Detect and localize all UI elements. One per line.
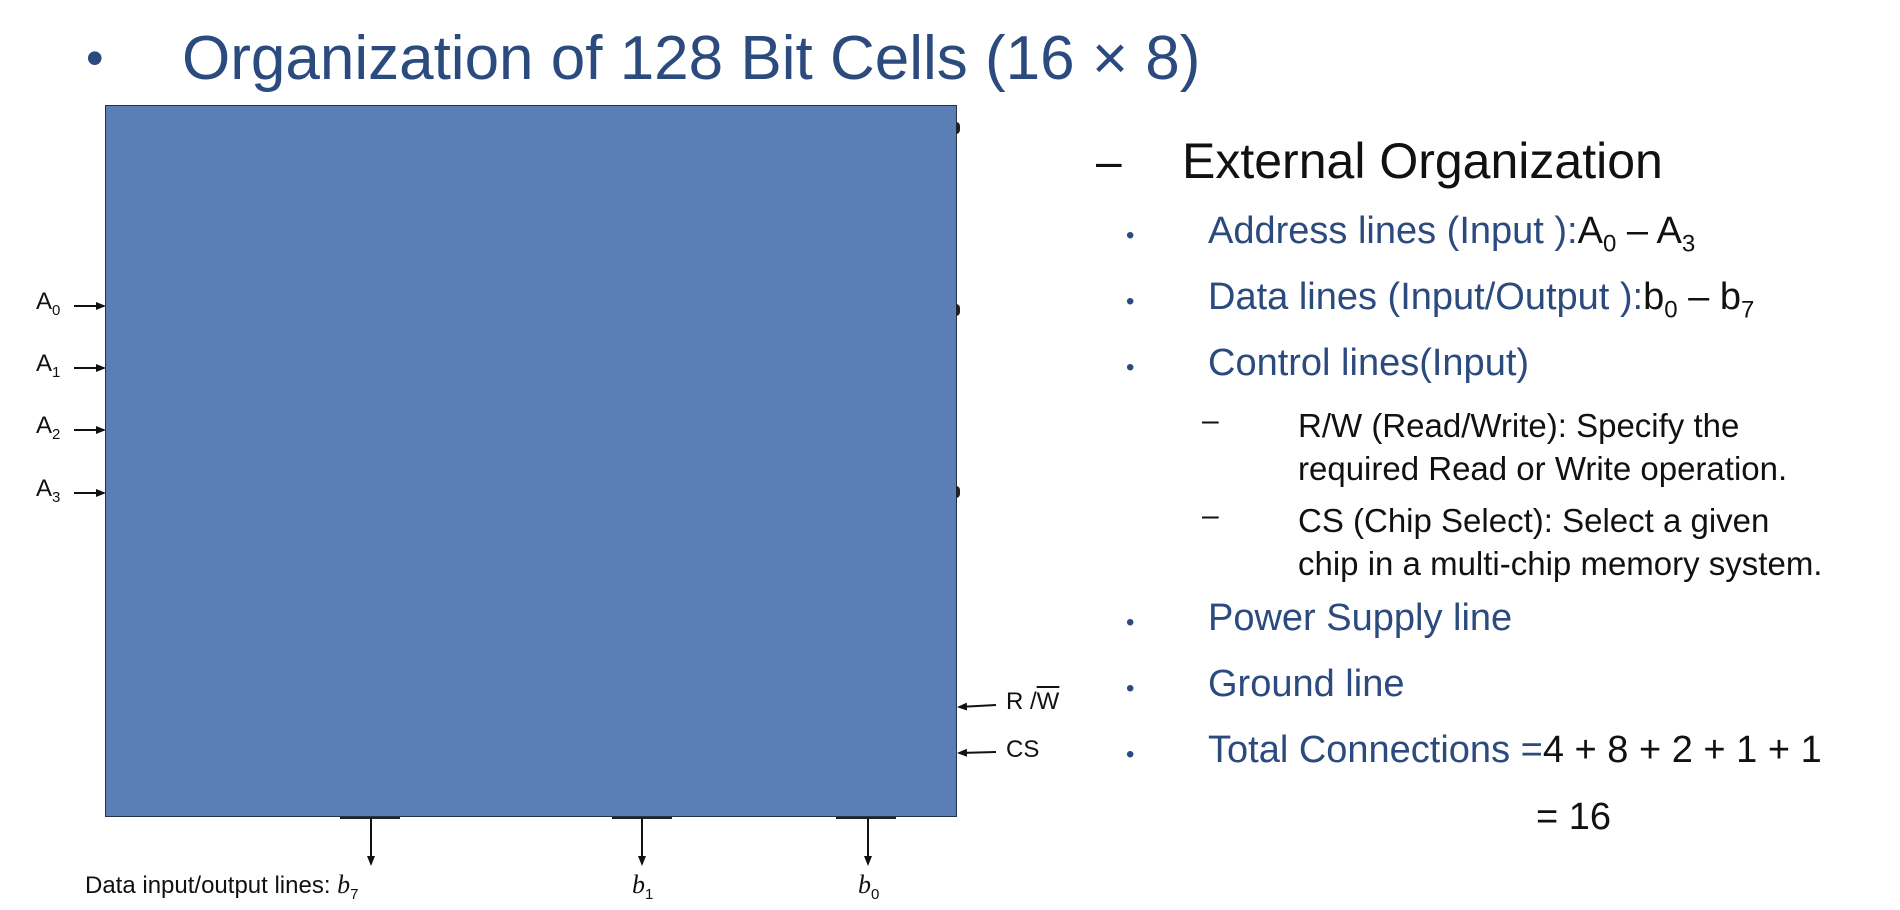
- rw-arrow: [957, 702, 997, 711]
- address-label-a3: A3: [36, 475, 61, 506]
- cs-description: – CS (Chip Select): Select a given chip …: [1202, 499, 1823, 582]
- power-supply-item: • Power Supply line: [1126, 597, 1513, 639]
- bullet-icon: •: [1126, 675, 1135, 702]
- address-label-a2: A2: [36, 412, 61, 443]
- control-lines-item: • Control lines(Input): [1126, 342, 1530, 384]
- ground-item: • Ground line: [1126, 663, 1405, 705]
- write-bar-label: W: [1036, 688, 1060, 715]
- cs-arrow: [957, 748, 997, 757]
- bullet-icon: •: [1126, 609, 1135, 636]
- data-lines-caption: Data input/output lines: b7: [85, 870, 359, 903]
- title-suffix: 8): [1128, 23, 1201, 93]
- rw-description: – R/W (Read/Write): Specify the required…: [1202, 404, 1788, 487]
- data-label-b0: b0: [858, 870, 880, 903]
- bullet-icon: •: [1126, 354, 1135, 381]
- slide-title-row: • Organization of 128 Bit Cells (16 × 8): [86, 18, 1200, 98]
- address-arrows: [74, 302, 106, 497]
- bullet-icon: •: [1126, 288, 1135, 315]
- rw-label: R /W: [1006, 688, 1060, 715]
- times-icon: ×: [1091, 23, 1129, 93]
- total-expression: 4 + 8 + 2 + 1 + 1: [1542, 729, 1822, 771]
- slide-title: Organization of 128 Bit Cells (16 × 8): [182, 23, 1200, 94]
- address-lines-item: • Address lines (Input ): A0 – A3: [1126, 210, 1696, 258]
- external-organization-heading: External Organization: [1182, 133, 1663, 189]
- address-label-a1: A1: [36, 350, 61, 381]
- address-label-a0: A0: [36, 288, 61, 319]
- bottom-edge-stub: [836, 817, 896, 819]
- bullet-icon: •: [86, 30, 104, 86]
- data-range: b0 – b7: [1643, 276, 1755, 324]
- address-range: A0 – A3: [1577, 210, 1696, 258]
- data-label-b1: b1: [632, 870, 654, 903]
- external-organization-heading-row: – External Organization: [1096, 132, 1663, 190]
- right-edge-notch: [956, 122, 960, 134]
- cs-label: CS: [1006, 736, 1040, 763]
- right-edge-notch: [956, 304, 960, 316]
- right-edge-notch: [956, 486, 960, 498]
- bullet-icon: •: [1126, 222, 1135, 249]
- bullet-icon: •: [1126, 741, 1135, 768]
- dash-icon: –: [1202, 499, 1219, 532]
- data-lines-item: • Data lines (Input/Output ): b0 – b7: [1126, 276, 1755, 324]
- memory-chip-block: [105, 105, 957, 817]
- total-result: = 16: [1536, 796, 1612, 838]
- title-prefix: Organization of 128 Bit Cells (16: [182, 23, 1092, 93]
- dash-icon: –: [1096, 135, 1122, 187]
- dash-icon: –: [1202, 404, 1219, 437]
- total-connections-item: • Total Connections = 4 + 8 + 2 + 1 + 1: [1126, 729, 1822, 771]
